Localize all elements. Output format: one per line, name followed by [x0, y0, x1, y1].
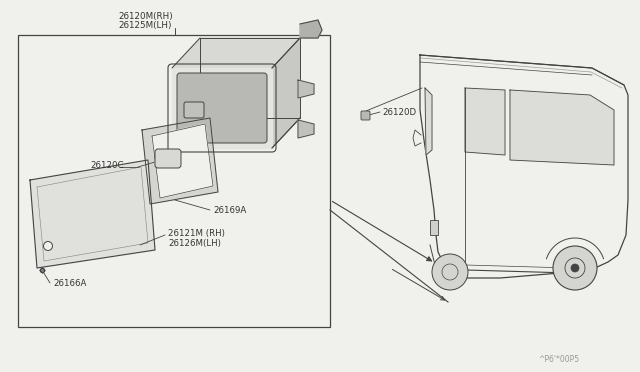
Bar: [18, 35, 330, 327]
Text: 26125M(LH): 26125M(LH): [118, 20, 172, 29]
Polygon shape: [152, 124, 213, 198]
FancyBboxPatch shape: [361, 111, 370, 120]
Polygon shape: [425, 88, 432, 155]
Bar: [430, 220, 438, 235]
Polygon shape: [420, 55, 628, 278]
Text: 26126M(LH): 26126M(LH): [168, 238, 221, 247]
Circle shape: [44, 241, 52, 250]
Circle shape: [553, 246, 597, 290]
Polygon shape: [510, 90, 614, 165]
Text: 26120D: 26120D: [382, 108, 416, 116]
Text: 26121M (RH): 26121M (RH): [168, 228, 225, 237]
Text: 26166A: 26166A: [53, 279, 86, 288]
Polygon shape: [465, 88, 505, 155]
Text: 26120C: 26120C: [90, 160, 124, 170]
Polygon shape: [300, 20, 322, 38]
Circle shape: [571, 264, 579, 272]
Circle shape: [432, 254, 468, 290]
Text: 26120M(RH): 26120M(RH): [118, 12, 173, 20]
FancyBboxPatch shape: [155, 149, 181, 168]
Bar: [438, 263, 450, 271]
Text: 26169A: 26169A: [213, 205, 246, 215]
FancyBboxPatch shape: [177, 73, 267, 143]
Polygon shape: [30, 160, 155, 268]
Polygon shape: [272, 38, 300, 148]
FancyBboxPatch shape: [184, 102, 204, 118]
Polygon shape: [172, 68, 272, 148]
Polygon shape: [142, 118, 218, 204]
Polygon shape: [298, 80, 314, 98]
Polygon shape: [172, 38, 300, 68]
Text: ^P6'*00P5: ^P6'*00P5: [538, 356, 579, 365]
Polygon shape: [298, 120, 314, 138]
